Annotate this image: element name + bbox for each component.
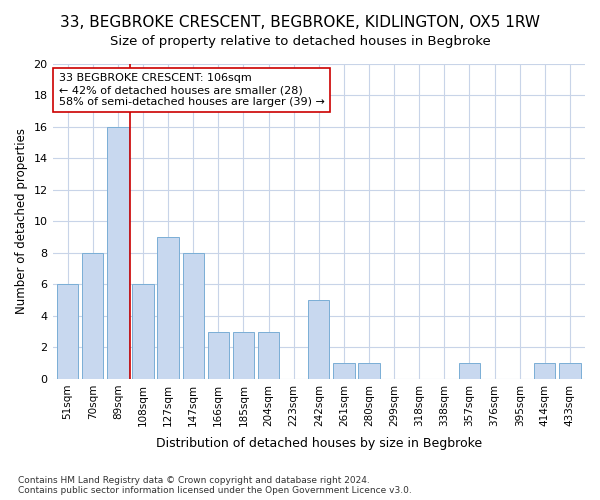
- Bar: [308, 300, 329, 379]
- Text: 33 BEGBROKE CRESCENT: 106sqm
← 42% of detached houses are smaller (28)
58% of se: 33 BEGBROKE CRESCENT: 106sqm ← 42% of de…: [59, 74, 325, 106]
- Bar: [258, 332, 279, 379]
- Bar: [132, 284, 154, 379]
- Bar: [459, 363, 480, 379]
- Bar: [107, 127, 128, 379]
- Bar: [157, 237, 179, 379]
- Text: Contains HM Land Registry data © Crown copyright and database right 2024.
Contai: Contains HM Land Registry data © Crown c…: [18, 476, 412, 495]
- Bar: [82, 253, 103, 379]
- Bar: [182, 253, 204, 379]
- Bar: [559, 363, 581, 379]
- Bar: [534, 363, 556, 379]
- Bar: [57, 284, 78, 379]
- X-axis label: Distribution of detached houses by size in Begbroke: Distribution of detached houses by size …: [156, 437, 482, 450]
- Bar: [333, 363, 355, 379]
- Bar: [208, 332, 229, 379]
- Text: 33, BEGBROKE CRESCENT, BEGBROKE, KIDLINGTON, OX5 1RW: 33, BEGBROKE CRESCENT, BEGBROKE, KIDLING…: [60, 15, 540, 30]
- Bar: [358, 363, 380, 379]
- Y-axis label: Number of detached properties: Number of detached properties: [15, 128, 28, 314]
- Text: Size of property relative to detached houses in Begbroke: Size of property relative to detached ho…: [110, 35, 490, 48]
- Bar: [233, 332, 254, 379]
